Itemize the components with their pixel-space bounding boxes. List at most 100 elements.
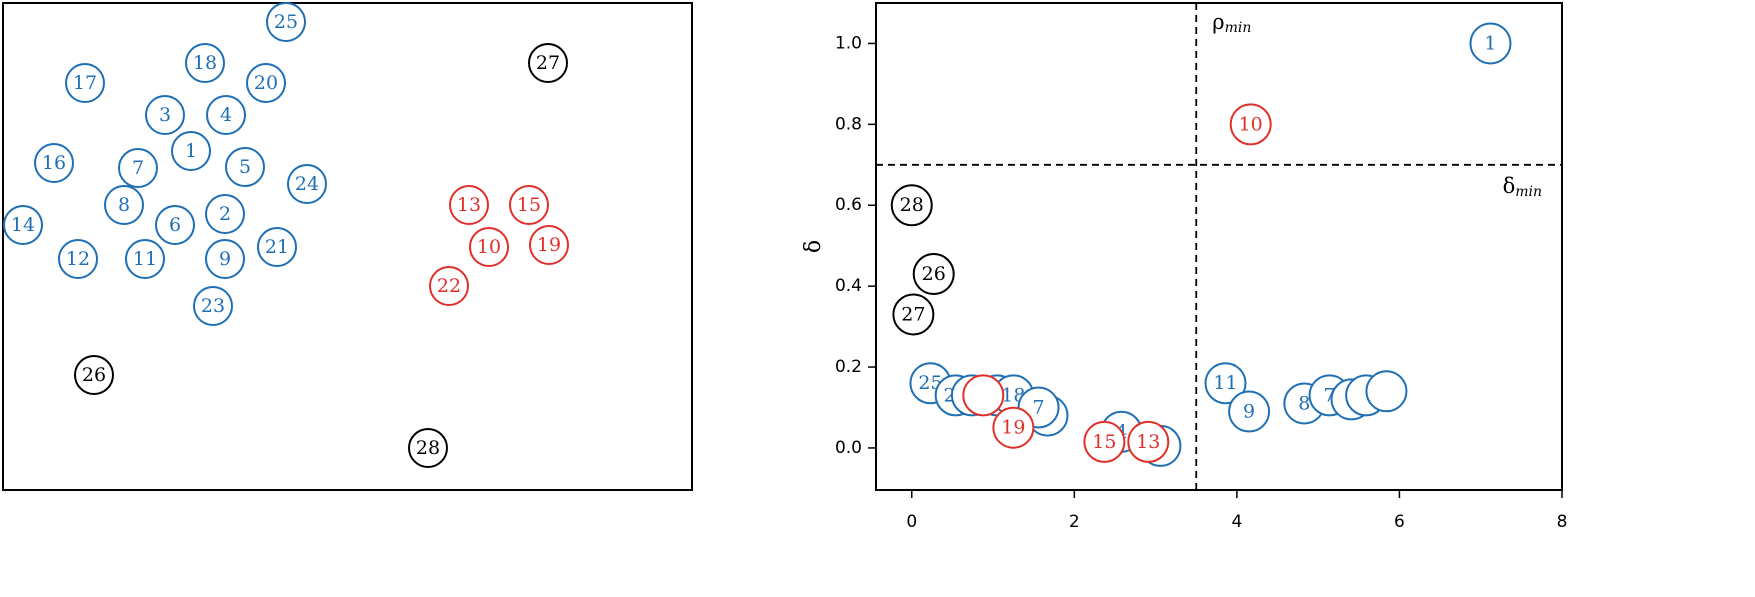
point <box>125 239 165 279</box>
point-label: 27 <box>901 303 925 325</box>
threshold-label: ρmin <box>1212 10 1251 37</box>
point <box>225 147 265 187</box>
x-tick-label: 2 <box>1069 512 1080 532</box>
point-label: 26 <box>82 364 106 386</box>
point-label: 15 <box>1092 431 1116 453</box>
point-label: 25 <box>274 11 298 33</box>
threshold-subscript: min <box>1225 20 1252 36</box>
point <box>257 227 297 267</box>
plot-frame <box>875 2 1563 491</box>
plot-frame <box>2 2 693 491</box>
y-tick-label: 0.6 <box>835 195 862 215</box>
point-label: 23 <box>201 295 225 317</box>
point <box>1083 420 1126 463</box>
point-label: 19 <box>537 234 561 256</box>
point <box>469 227 509 267</box>
point-label: 8 <box>1298 392 1310 414</box>
point <box>449 185 489 225</box>
point-label: 28 <box>416 437 440 459</box>
point-label: 10 <box>477 236 501 258</box>
point <box>892 293 935 336</box>
point <box>104 185 144 225</box>
point <box>206 95 246 135</box>
point <box>34 143 74 183</box>
threshold-subscript: min <box>1515 184 1542 200</box>
point-label: 10 <box>1239 113 1263 135</box>
point-label: 19 <box>1001 417 1025 439</box>
point <box>429 266 469 306</box>
point-label: 11 <box>1213 372 1237 394</box>
point <box>145 95 185 135</box>
point <box>246 63 286 103</box>
point-label: 26 <box>922 263 946 285</box>
threshold-label: δmin <box>1503 173 1542 200</box>
point-label: 27 <box>536 52 560 74</box>
point-label: 20 <box>254 72 278 94</box>
point <box>74 355 114 395</box>
point <box>3 205 43 245</box>
point-label: 1 <box>185 140 197 162</box>
point <box>962 374 1005 417</box>
y-tick-label: 1.0 <box>835 33 862 53</box>
point <box>287 164 327 204</box>
point-label: 11 <box>133 248 157 270</box>
point <box>205 194 245 234</box>
point-label: 12 <box>66 248 90 270</box>
point <box>118 148 158 188</box>
x-tick-label: 0 <box>906 512 917 532</box>
y-tick-label: 0.4 <box>835 276 862 296</box>
point-label: 3 <box>159 104 171 126</box>
point-label: 9 <box>1243 401 1255 423</box>
point-label: 24 <box>295 173 319 195</box>
point-label: 13 <box>457 194 481 216</box>
point-label: 18 <box>193 52 217 74</box>
point-label: 7 <box>1033 396 1045 418</box>
point-label: 17 <box>73 72 97 94</box>
point-label: 16 <box>42 152 66 174</box>
x-tick-label: 8 <box>1557 512 1568 532</box>
point <box>58 239 98 279</box>
point <box>155 205 195 245</box>
point <box>1365 370 1408 413</box>
point <box>65 63 105 103</box>
point <box>1469 22 1512 65</box>
point-label: 5 <box>239 156 251 178</box>
point-label: 7 <box>132 157 144 179</box>
x-tick-label: 6 <box>1394 512 1405 532</box>
point <box>890 184 933 227</box>
point-label: 4 <box>220 104 232 126</box>
point <box>193 286 233 326</box>
x-tick-label: 4 <box>1231 512 1242 532</box>
point <box>1204 362 1247 405</box>
y-tick-label: 0.0 <box>835 438 862 458</box>
point <box>171 131 211 171</box>
point <box>185 43 225 83</box>
point <box>912 253 955 296</box>
y-tick-label: 0.2 <box>835 357 862 377</box>
point-label: 14 <box>11 214 35 236</box>
point <box>1127 420 1170 463</box>
point-label: 21 <box>265 236 289 258</box>
y-axis-label: δ <box>801 240 826 253</box>
point <box>1229 103 1272 146</box>
point-label: 15 <box>517 194 541 216</box>
point <box>408 428 448 468</box>
point <box>528 43 568 83</box>
point <box>205 239 245 279</box>
point-label: 1 <box>1484 32 1496 54</box>
threshold-symbol: δ <box>1503 173 1516 197</box>
point <box>529 225 569 265</box>
point <box>266 2 306 42</box>
point-label: 9 <box>219 248 231 270</box>
point-label: 6 <box>169 214 181 236</box>
point-label: 13 <box>1136 431 1160 453</box>
point <box>1228 390 1271 433</box>
threshold-symbol: ρ <box>1212 10 1224 34</box>
point <box>992 406 1035 449</box>
point-label: 28 <box>900 194 924 216</box>
point-label: 8 <box>118 194 130 216</box>
point <box>509 185 549 225</box>
point-label: 2 <box>219 203 231 225</box>
point-label: 22 <box>437 275 461 297</box>
